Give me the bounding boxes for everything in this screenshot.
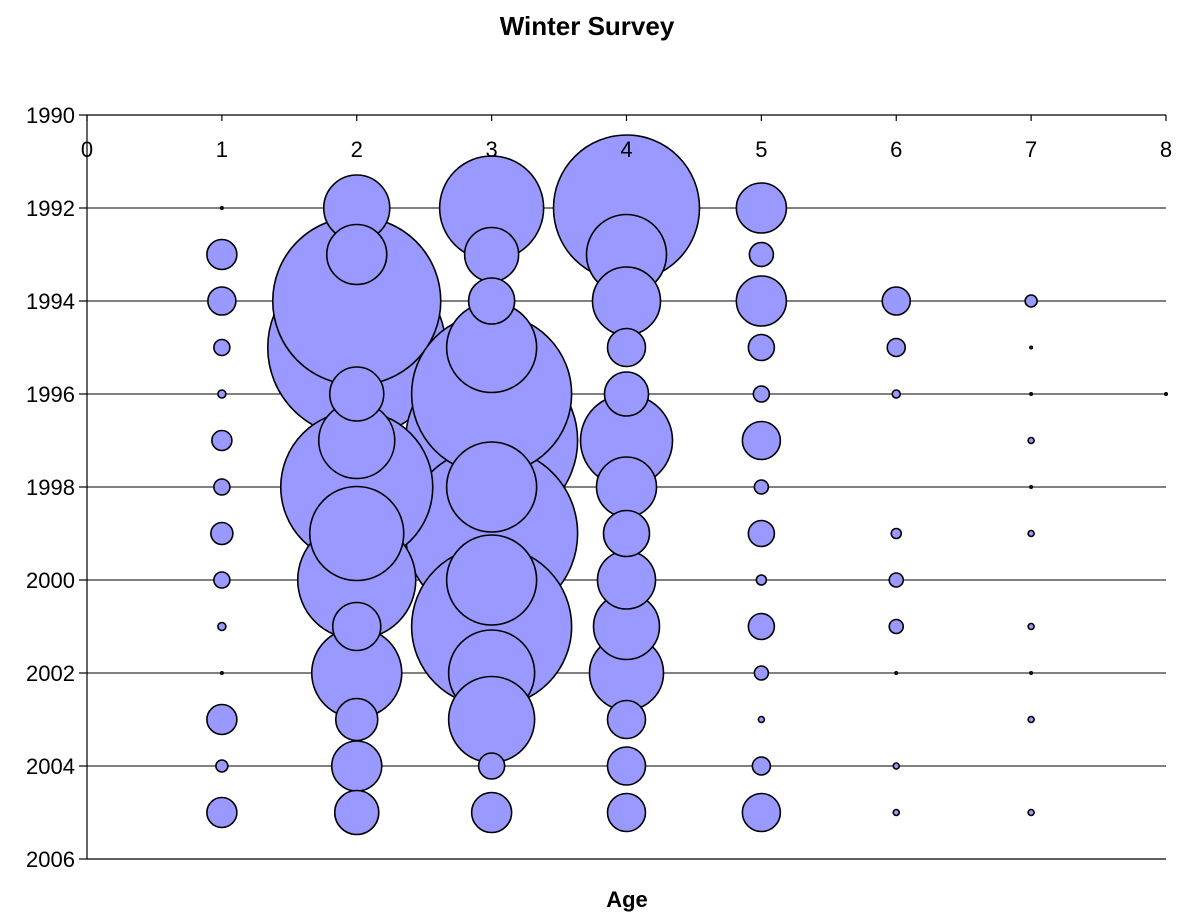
bubble-age5-1999	[747, 519, 776, 548]
bubble-age4-1999	[602, 509, 651, 558]
bubble-age2-2005	[333, 789, 380, 836]
bubble-age4-1996	[603, 371, 650, 417]
x-tick-label-8: 8	[1160, 137, 1172, 162]
bubble-age6-1994	[881, 286, 912, 316]
bubble-age3-2003	[447, 675, 536, 764]
bubble-age5-2001	[747, 612, 776, 641]
bubble-age3-2004	[477, 752, 506, 780]
bubble-age4-2004	[606, 746, 647, 786]
bubble-age7-1995	[1029, 345, 1034, 350]
x-tick-label-0: 0	[81, 137, 93, 162]
bubble-age5-1993	[748, 241, 775, 268]
bubble-age1-1992	[219, 206, 224, 211]
x-tick-label-3: 3	[486, 137, 498, 162]
bubble-age2-1999	[308, 485, 405, 582]
bubble-age2-2004	[330, 740, 383, 792]
bubble-age7-1994	[1024, 294, 1038, 308]
bubble-age1-1995	[213, 338, 231, 357]
bubble-age1-1994	[207, 286, 237, 316]
y-tick-label-2000: 2000	[26, 568, 75, 593]
bubble-age3-1994	[467, 277, 516, 325]
bubble-age1-2001	[217, 621, 227, 632]
bubble-age3-1993	[463, 226, 520, 283]
tick-label-layer: 1990 1992 1994 1996 1998 2000 2002 2004 2006 0 1 2 3…	[26, 103, 1172, 872]
y-tick-label-1998: 1998	[26, 475, 75, 500]
y-tick-label-2002: 2002	[26, 661, 75, 686]
axis-layer	[79, 114, 1167, 860]
bubble-age4-2005	[606, 792, 647, 833]
bubble-age5-2002	[753, 665, 770, 681]
x-tick-label-6: 6	[890, 137, 902, 162]
bubble-age5-2003	[757, 715, 766, 724]
bubble-age5-1994	[735, 275, 788, 327]
bubble-age3-2000	[445, 534, 538, 626]
bubble-age5-1995	[747, 333, 776, 362]
bubble-age3-1998	[445, 441, 538, 533]
y-tick-label-2006: 2006	[26, 847, 75, 872]
bubble-age6-1996	[891, 389, 902, 399]
bubble-age7-2001	[1027, 622, 1035, 631]
bubble-age7-1997	[1027, 436, 1035, 445]
x-axis-label: Age	[606, 887, 648, 912]
bubble-age1-1993	[206, 238, 238, 271]
bubble-age2-2003	[334, 697, 379, 742]
bubble-age6-2001	[888, 618, 905, 635]
y-tick-label-2004: 2004	[26, 754, 75, 779]
bubble-age5-1998	[753, 479, 770, 495]
bubble-age4-2000	[596, 550, 657, 610]
bubble-age5-1997	[741, 420, 782, 461]
bubble-age6-2004	[892, 762, 901, 770]
bubble-age4-2003	[606, 699, 647, 740]
y-tick-label-1996: 1996	[26, 382, 75, 407]
bubble-age7-1999	[1027, 529, 1035, 538]
x-tick-label-4: 4	[620, 137, 632, 162]
bubble-age1-1999	[210, 521, 234, 546]
bubble-age5-2005	[741, 792, 782, 833]
bubble-age6-1999	[890, 527, 903, 540]
bubble-layer	[206, 134, 1169, 836]
x-tick-label-7: 7	[1025, 137, 1037, 162]
bubble-age1-1998	[213, 478, 231, 496]
bubble-age4-1994	[591, 266, 662, 336]
bubble-age1-2005	[206, 796, 238, 829]
y-tick-label-1994: 1994	[26, 289, 75, 314]
bubble-age1-2003	[206, 703, 238, 736]
bubble-age7-2005	[1027, 808, 1035, 817]
bubble-age8-1996	[1164, 391, 1169, 396]
bubble-age1-2002	[219, 670, 224, 675]
bubble-age3-2005	[470, 791, 513, 834]
bubble-age6-2000	[888, 572, 905, 588]
bubble-age7-1996	[1029, 391, 1034, 396]
bubble-age6-2002	[894, 670, 899, 675]
x-tick-label-5: 5	[755, 137, 767, 162]
bubble-age1-2000	[213, 571, 231, 589]
bubble-age7-1998	[1029, 484, 1034, 489]
bubble-age2-1993	[325, 223, 388, 286]
bubble-age1-2004	[215, 759, 229, 773]
bubble-age2-2001	[331, 601, 382, 652]
bubble-age1-1997	[211, 429, 233, 452]
y-tick-label-1990: 1990	[26, 103, 75, 128]
bubble-age5-1992	[735, 182, 788, 234]
bubble-age4-1998	[595, 456, 658, 518]
bubble-age2-1996	[328, 366, 385, 422]
bubble-age4-1995	[606, 327, 647, 368]
y-tick-label-1992: 1992	[26, 196, 75, 221]
bubble-age5-2000	[755, 574, 768, 586]
x-tick-label-1: 1	[216, 137, 228, 162]
bubble-age7-2003	[1027, 715, 1035, 724]
bubble-age1-1996	[217, 389, 227, 399]
bubble-age6-2005	[892, 808, 901, 817]
bubble-age5-1996	[752, 385, 771, 403]
chart-title: Winter Survey	[500, 11, 675, 41]
bubble-age7-2002	[1029, 670, 1034, 675]
bubble-age6-1995	[886, 337, 907, 358]
x-tick-label-2: 2	[351, 137, 363, 162]
bubble-age5-2004	[751, 756, 772, 776]
